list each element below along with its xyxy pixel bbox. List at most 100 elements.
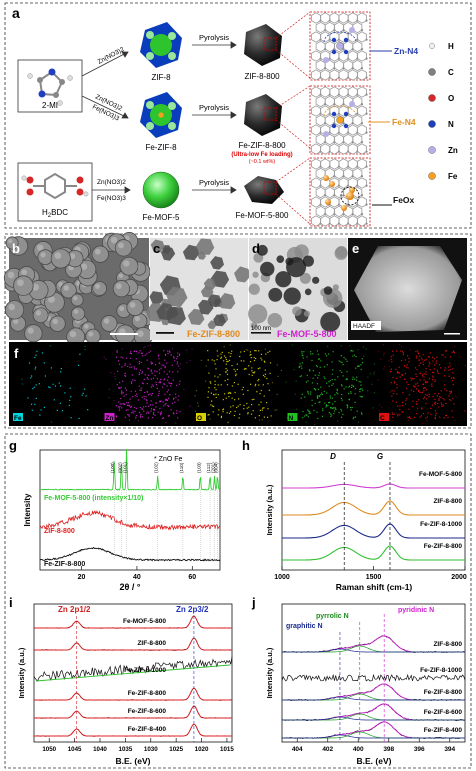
lattice-fe [325, 199, 331, 205]
xps-zn-tick-label: 1020 [195, 746, 209, 753]
eds-pixel [328, 402, 330, 404]
eds-pixel [340, 345, 342, 347]
xrd-peak-label: (004) [214, 462, 219, 473]
lattice-carbon [360, 122, 364, 125]
eds-pixel [345, 378, 347, 380]
eds-pixel [323, 366, 326, 368]
product-label-zif8-800: ZIF-8-800 [244, 72, 280, 81]
eds-pixel [155, 402, 157, 404]
eds-pixel [333, 412, 335, 415]
eds-pixel [415, 350, 417, 353]
eds-pixel [425, 389, 428, 391]
eds-pixel [293, 369, 295, 371]
eds-pixel [129, 352, 131, 354]
eds-pixel [392, 413, 394, 416]
eds-pixel [363, 355, 365, 357]
eds-pixel [307, 409, 309, 411]
eds-pixel [168, 382, 170, 384]
eds-pixel [175, 396, 177, 399]
eds-pixel [167, 404, 169, 407]
eds-pixel [225, 363, 227, 365]
eds-pixel [419, 391, 421, 393]
eds-pixel [124, 416, 126, 418]
eds-pixel [167, 352, 169, 355]
eds-pixel [167, 376, 170, 378]
eds-pixel [407, 419, 409, 421]
sem-particle [50, 248, 71, 269]
eds-pixel [430, 413, 432, 416]
eds-pixel [208, 414, 210, 416]
eds-pixel [320, 394, 322, 396]
eds-pixel [315, 365, 318, 367]
eds-pixel [243, 368, 245, 370]
eds-pixel [361, 358, 363, 360]
eds-pixel [257, 380, 259, 382]
eds-pixel [294, 393, 296, 395]
eds-pixel [155, 381, 157, 383]
eds-pixel [339, 370, 341, 372]
lattice-nitrogen [331, 49, 337, 55]
eds-pixel [240, 360, 242, 362]
eds-pixel [151, 392, 154, 395]
eds-pixel [412, 400, 414, 402]
eds-pixel [128, 414, 130, 416]
xps-zn-fit [34, 637, 232, 651]
eds-pixel [419, 355, 421, 357]
eds-pixel [179, 380, 181, 382]
eds-pixel [401, 411, 403, 413]
eds-pixel [269, 350, 271, 352]
eds-pixel [390, 358, 392, 360]
eds-pixel [434, 392, 436, 395]
xps-n-curves [281, 614, 466, 742]
xrd-curve-zif8-800 [39, 509, 221, 531]
xrd-tick-label: 40 [133, 574, 141, 581]
eds-pixel [402, 404, 404, 407]
eds-pixel [215, 389, 217, 391]
panel-j-xps-n: j graphitic N pyrrolic N pyridinic N ZIF… [251, 595, 466, 766]
eds-pixel [217, 376, 219, 378]
sem-highlight [8, 238, 13, 244]
lattice-carbon [360, 213, 364, 216]
tem-d-particle [304, 288, 312, 296]
eds-pixel [197, 405, 200, 407]
eds-pixel [218, 409, 220, 411]
eds-pixel [433, 364, 436, 366]
eds-pixel [420, 362, 422, 364]
eds-pixel [227, 360, 229, 362]
eds-pixel [340, 361, 342, 363]
eds-pixel [361, 396, 363, 398]
tem-c-particle [166, 286, 188, 308]
eds-pixel [413, 390, 415, 392]
eds-pixel [424, 387, 427, 389]
eds-pixel [243, 360, 245, 362]
eds-pixel [422, 354, 424, 356]
eds-tag-c [379, 413, 389, 421]
eds-pixel [316, 411, 318, 413]
eds-pixel [213, 360, 215, 362]
eds-pixel [129, 398, 131, 400]
eds-pixel [428, 361, 430, 363]
eds-pixel [329, 397, 331, 399]
tem-d-particle [283, 287, 301, 305]
eds-pixel [418, 399, 420, 401]
eds-pixel [331, 397, 333, 399]
eds-pixel [167, 350, 169, 352]
eds-pixel [425, 359, 427, 361]
eds-pixel [136, 414, 138, 417]
lattice-bond-arc [323, 31, 357, 43]
eds-pixel [228, 412, 231, 414]
arrow-label-zn-3: Zn(NO3)2 [97, 179, 126, 186]
sem-particle [4, 300, 25, 320]
eds-pixel [388, 360, 390, 362]
eds-pixel [350, 409, 352, 411]
tem-d-particle [303, 310, 310, 317]
eds-pixel [416, 413, 418, 415]
eds-pixel [31, 375, 33, 377]
eds-pixel [401, 351, 404, 353]
eds-pixel [326, 364, 328, 366]
xps-zn-curve-label: Fe-ZIF-8-1000 [124, 667, 166, 674]
eds-tag-n [287, 413, 298, 421]
eds-pixel [149, 344, 152, 347]
eds-pixel [214, 384, 216, 386]
eds-pixel [211, 405, 213, 407]
